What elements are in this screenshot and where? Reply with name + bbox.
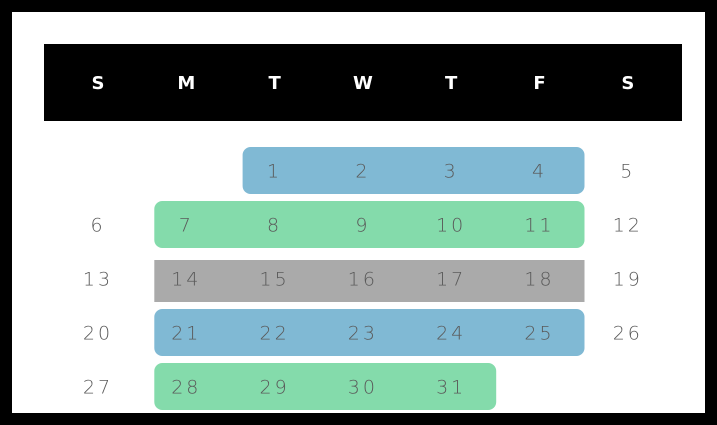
date: 29 (260, 377, 290, 399)
header-bar (44, 44, 682, 121)
date: 21 (171, 323, 201, 345)
date: 1 (267, 161, 282, 183)
date: 16 (348, 269, 378, 291)
date: 15 (260, 269, 290, 291)
date: 31 (436, 377, 466, 399)
date: 4 (532, 161, 547, 183)
date: 6 (90, 215, 105, 237)
date: 24 (436, 323, 466, 345)
day-header: T (445, 73, 458, 94)
week-highlight (154, 260, 585, 302)
date: 5 (620, 161, 635, 183)
date: 19 (613, 269, 643, 291)
day-header: T (268, 73, 281, 94)
date: 23 (348, 323, 378, 345)
day-header: M (177, 73, 195, 94)
date: 18 (524, 269, 554, 291)
date: 12 (613, 215, 643, 237)
day-header: W (353, 73, 373, 94)
date: 28 (171, 377, 201, 399)
date: 10 (436, 215, 466, 237)
date: 26 (613, 323, 643, 345)
date: 9 (355, 215, 370, 237)
date: 14 (171, 269, 201, 291)
date: 2 (355, 161, 370, 183)
date: 20 (83, 323, 113, 345)
date: 7 (179, 215, 194, 237)
date: 25 (524, 323, 554, 345)
date: 22 (260, 323, 290, 345)
day-header: S (621, 73, 634, 94)
date: 30 (348, 377, 378, 399)
date: 13 (83, 269, 113, 291)
week-highlight (154, 201, 585, 248)
date: 8 (267, 215, 282, 237)
week-highlight (154, 363, 497, 410)
date: 27 (83, 377, 113, 399)
week-highlight (154, 309, 585, 356)
day-header: S (92, 73, 105, 94)
date: 11 (524, 215, 554, 237)
date: 3 (444, 161, 459, 183)
week-highlight (242, 147, 585, 194)
day-header: F (533, 73, 545, 94)
date: 17 (436, 269, 466, 291)
